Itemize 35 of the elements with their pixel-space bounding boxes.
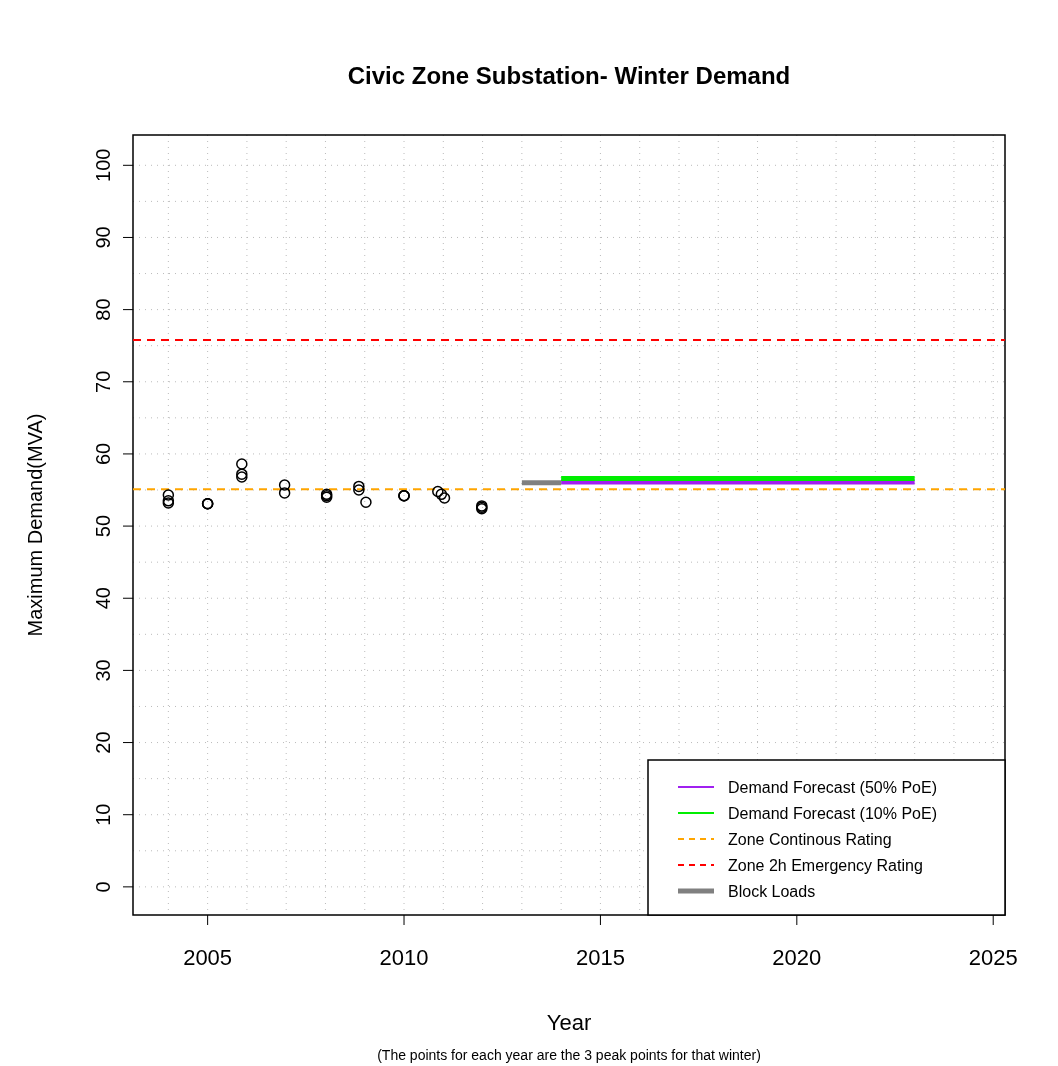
y-axis-title: Maximum Demand(MVA) <box>24 413 46 637</box>
legend-label: Block Loads <box>728 882 816 900</box>
point <box>162 489 175 501</box>
x-tick-label: 2005 <box>183 945 233 970</box>
y-tick-label: 20 <box>92 731 114 754</box>
point <box>278 479 291 491</box>
x-tick-label: 2025 <box>968 945 1018 970</box>
legend-label: Demand Forecast (10% PoE) <box>728 804 937 822</box>
x-tick-label: 2010 <box>379 945 429 970</box>
y-tick-label: 0 <box>92 881 114 893</box>
y-tick-label: 100 <box>92 148 114 182</box>
point <box>353 480 365 493</box>
chart-title: Civic Zone Substation- Winter Demand <box>347 62 791 89</box>
y-tick-label: 80 <box>92 298 114 321</box>
y-tick-label: 90 <box>92 226 114 249</box>
point <box>435 488 448 501</box>
y-tick-label: 50 <box>92 514 114 538</box>
y-tick-label: 10 <box>92 803 114 826</box>
y-tick-label: 70 <box>92 370 114 393</box>
point <box>360 496 372 509</box>
point <box>278 487 291 499</box>
point <box>438 492 451 504</box>
y-tick-label: 40 <box>92 587 114 610</box>
y-tick-label: 60 <box>92 442 114 466</box>
x-axis-title: Year <box>546 1010 592 1035</box>
y-tick-label: 30 <box>92 659 114 682</box>
text: (The points for each year are the 3 peak points for that winter) <box>377 1047 761 1063</box>
point <box>432 485 444 498</box>
legend-label: Zone 2h Emergency Rating <box>728 856 923 874</box>
legend-label: Zone Continous Rating <box>728 830 892 848</box>
x-tick-label: 2020 <box>772 945 822 970</box>
point <box>353 484 365 496</box>
legend-label: Demand Forecast (50% PoE) <box>728 778 937 796</box>
point <box>236 458 248 470</box>
x-tick-label: 2015 <box>575 945 625 970</box>
